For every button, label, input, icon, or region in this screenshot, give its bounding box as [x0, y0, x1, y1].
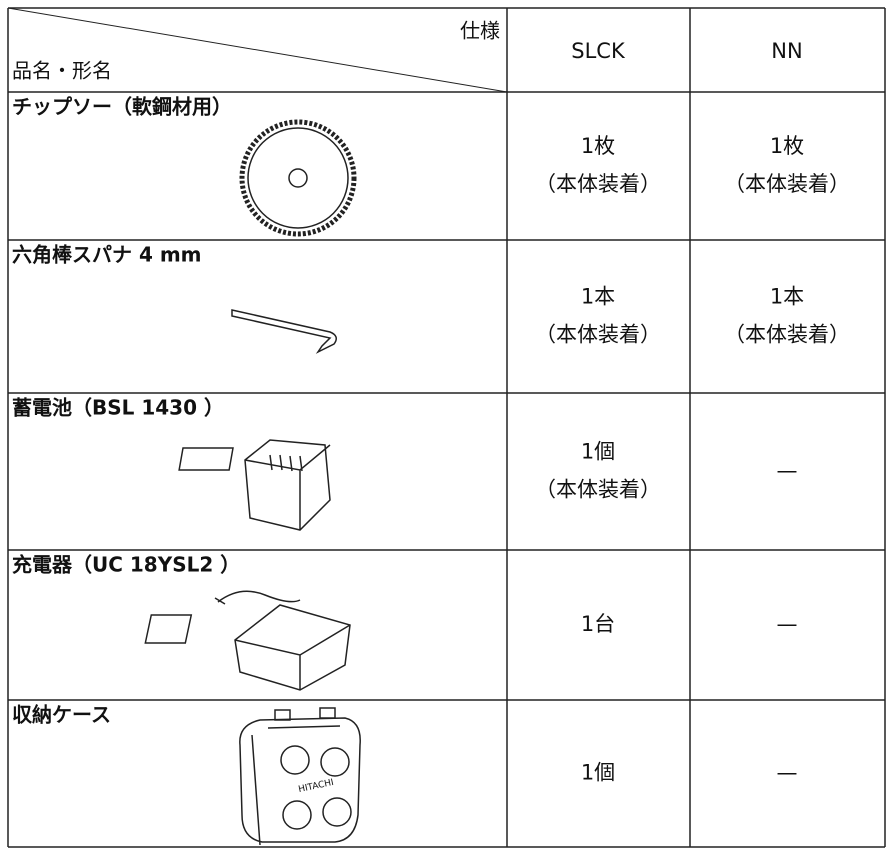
- cell-text: 1個: [581, 440, 615, 464]
- cell-text: —: [777, 459, 798, 483]
- saw-blade: [239, 119, 357, 237]
- header-spec: 仕様: [460, 19, 500, 43]
- charger: [144, 590, 351, 691]
- item-name: 蓄電池（BSL 1430 ）: [12, 396, 224, 420]
- item-name: 六角棒スパナ 4 mm: [12, 243, 202, 267]
- hex-wrench: [231, 309, 337, 354]
- cell-text: （本体装着）: [724, 172, 850, 196]
- cell-text: （本体装着）: [535, 323, 661, 347]
- item-name: 充電器（UC 18YSL2 ）: [12, 553, 240, 577]
- item-name: チップソー（軟鋼材用）: [12, 95, 232, 119]
- cell-text: 1本: [770, 285, 804, 309]
- cell-text: 1枚: [581, 134, 615, 158]
- table-grid: [7, 7, 886, 848]
- cell-text: （本体装着）: [535, 478, 661, 502]
- cell-text: 1個: [581, 761, 615, 785]
- cell-text: 1本: [581, 285, 615, 309]
- battery: [178, 439, 331, 531]
- item-name: 収納ケース: [12, 703, 111, 727]
- cell-text: 1枚: [770, 134, 804, 158]
- case-logo: HITACHI: [297, 778, 334, 795]
- column-header: NN: [771, 39, 802, 63]
- storage-case: [239, 707, 361, 846]
- header-item: 品名・形名: [12, 59, 112, 83]
- cell-text: —: [777, 761, 798, 785]
- cell-text: （本体装着）: [535, 172, 661, 196]
- column-header: SLCK: [571, 39, 626, 63]
- cell-text: —: [777, 612, 798, 636]
- cell-text: 1台: [581, 612, 615, 636]
- cell-text: （本体装着）: [724, 323, 850, 347]
